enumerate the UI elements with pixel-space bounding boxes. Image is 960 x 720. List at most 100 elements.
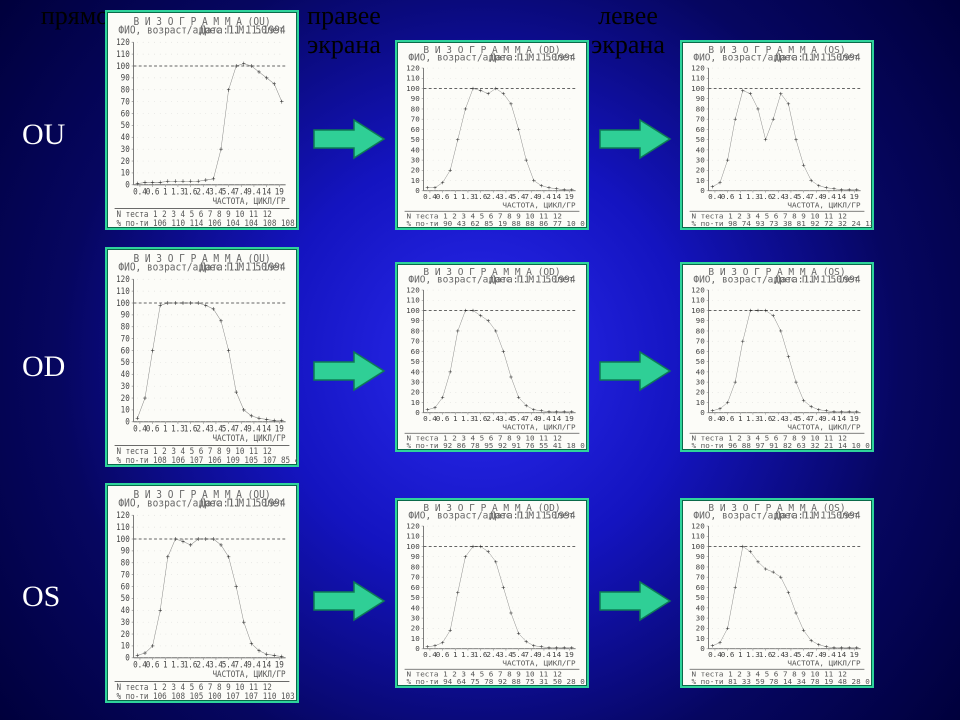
svg-text:70: 70 [121, 96, 130, 107]
svg-text:120: 120 [406, 286, 420, 295]
svg-text:0: 0 [700, 408, 705, 417]
svg-text:10: 10 [411, 398, 421, 407]
svg-text:110: 110 [116, 285, 130, 296]
svg-text:20: 20 [121, 392, 130, 403]
svg-text:ЧАСТОТА, ЦИКЛ/ГР: ЧАСТОТА, ЦИКЛ/ГР [787, 423, 861, 432]
svg-text:110: 110 [691, 532, 705, 541]
svg-text:60: 60 [121, 108, 130, 119]
svg-text:20: 20 [696, 388, 706, 397]
svg-text:0: 0 [700, 644, 705, 653]
svg-text:1: 1 [453, 414, 458, 423]
svg-text:120: 120 [691, 522, 705, 531]
svg-text:90: 90 [696, 94, 706, 103]
svg-text:1: 1 [453, 192, 458, 201]
svg-text:40: 40 [121, 605, 130, 616]
svg-text:80: 80 [696, 104, 706, 113]
svg-text:70: 70 [696, 115, 706, 124]
svg-text:60: 60 [411, 125, 421, 134]
svg-text:120: 120 [691, 286, 705, 295]
svg-text:100: 100 [691, 542, 705, 551]
chart-ou-straight: В И З О Г Р А М М А (OU)ФИО, возраст/адр… [105, 10, 299, 230]
svg-text:90: 90 [411, 552, 421, 561]
svg-text:20: 20 [696, 624, 706, 633]
svg-text:0: 0 [415, 186, 420, 195]
svg-text:% по-ти 106 108 105 100 107 1: % по-ти 106 108 105 100 107 107 110 103 … [117, 690, 298, 701]
svg-text:60: 60 [696, 583, 706, 592]
svg-text:Дата:11.11.1994: Дата:11.11.1994 [775, 275, 861, 286]
svg-text:90: 90 [411, 316, 421, 325]
svg-text:80: 80 [696, 562, 706, 571]
svg-text:110: 110 [116, 48, 130, 59]
svg-text:70: 70 [411, 115, 421, 124]
svg-text:% по-ти 96 88 97 91 82 63 3: % по-ти 96 88 97 91 82 63 32 21 14 10 0 … [692, 441, 873, 450]
svg-text:90: 90 [696, 316, 706, 325]
arrow-icon [310, 580, 388, 622]
svg-text:Дата:11.11.1994: Дата:11.11.1994 [200, 498, 286, 510]
svg-text:Дата:11.11.1994: Дата:11.11.1994 [200, 25, 286, 37]
svg-text:110: 110 [691, 74, 705, 83]
chart-od-right: В И З О Г Р А М М А (OD)ФИО, возраст/адр… [395, 262, 589, 452]
svg-text:% по-ти 81 33 59 78 14 34: % по-ти 81 33 59 78 14 34 78 19 48 28 0 … [692, 677, 873, 686]
svg-text:70: 70 [411, 337, 421, 346]
svg-text:1: 1 [738, 414, 743, 423]
svg-text:120: 120 [116, 37, 130, 48]
svg-text:20: 20 [121, 628, 130, 639]
svg-text:10: 10 [696, 176, 706, 185]
svg-text:100: 100 [406, 542, 420, 551]
svg-text:0.6: 0.6 [436, 650, 450, 659]
svg-text:90: 90 [121, 72, 130, 83]
svg-text:0: 0 [700, 186, 705, 195]
row-label-ou: OU [22, 118, 102, 152]
svg-text:110: 110 [691, 296, 705, 305]
svg-text:80: 80 [411, 104, 421, 113]
svg-text:ЧАСТОТА, ЦИКЛ/ГР: ЧАСТОТА, ЦИКЛ/ГР [212, 433, 285, 444]
svg-text:120: 120 [116, 510, 130, 521]
svg-text:50: 50 [696, 593, 706, 602]
svg-text:70: 70 [696, 337, 706, 346]
svg-text:30: 30 [696, 378, 706, 387]
svg-text:70: 70 [696, 573, 706, 582]
svg-text:40: 40 [411, 145, 421, 154]
svg-text:20: 20 [411, 388, 421, 397]
svg-text:30: 30 [121, 380, 130, 391]
svg-text:50: 50 [411, 135, 421, 144]
svg-text:ЧАСТОТА, ЦИКЛ/ГР: ЧАСТОТА, ЦИКЛ/ГР [212, 196, 285, 207]
svg-text:% по-ти 108 106 107 106 109 1: % по-ти 108 106 107 106 109 105 107 85 4… [117, 454, 298, 465]
svg-text:10: 10 [696, 398, 706, 407]
svg-text:Дата:11.11.1994: Дата:11.11.1994 [490, 53, 576, 64]
svg-text:120: 120 [406, 522, 420, 531]
svg-text:90: 90 [411, 94, 421, 103]
svg-text:60: 60 [411, 583, 421, 592]
svg-text:% по-ти 98 74 93 73 38 81 9: % по-ти 98 74 93 73 38 81 92 72 32 24 12… [692, 219, 873, 228]
chart-ou-right: В И З О Г Р А М М А (OD)ФИО, возраст/адр… [395, 40, 589, 230]
svg-text:ЧАСТОТА, ЦИКЛ/ГР: ЧАСТОТА, ЦИКЛ/ГР [787, 201, 861, 210]
svg-text:1: 1 [738, 650, 743, 659]
svg-text:120: 120 [116, 274, 130, 285]
chart-os-left: В И З О Г Р А М М А (OS)ФИО, возраст/адр… [680, 498, 874, 688]
svg-text:1: 1 [163, 186, 168, 197]
svg-text:0.6: 0.6 [721, 192, 735, 201]
svg-text:100: 100 [406, 84, 420, 93]
svg-text:10: 10 [121, 640, 130, 651]
svg-text:110: 110 [406, 532, 420, 541]
svg-text:60: 60 [121, 345, 130, 356]
arrow-icon [596, 350, 674, 392]
svg-text:50: 50 [696, 357, 706, 366]
svg-text:70: 70 [121, 333, 130, 344]
svg-text:0: 0 [125, 179, 130, 190]
svg-text:20: 20 [411, 624, 421, 633]
svg-text:80: 80 [121, 557, 130, 568]
svg-text:Дата:11.11.1994: Дата:11.11.1994 [775, 511, 861, 522]
svg-text:90: 90 [121, 545, 130, 556]
svg-text:0: 0 [415, 408, 420, 417]
svg-text:40: 40 [696, 145, 706, 154]
svg-text:ЧАСТОТА, ЦИКЛ/ГР: ЧАСТОТА, ЦИКЛ/ГР [212, 669, 285, 680]
svg-text:50: 50 [121, 593, 130, 604]
svg-text:30: 30 [696, 614, 706, 623]
column-header: правее экрана [284, 2, 404, 59]
svg-text:40: 40 [121, 132, 130, 143]
svg-text:120: 120 [691, 64, 705, 73]
svg-text:70: 70 [411, 573, 421, 582]
svg-text:0: 0 [125, 416, 130, 427]
svg-text:40: 40 [411, 367, 421, 376]
